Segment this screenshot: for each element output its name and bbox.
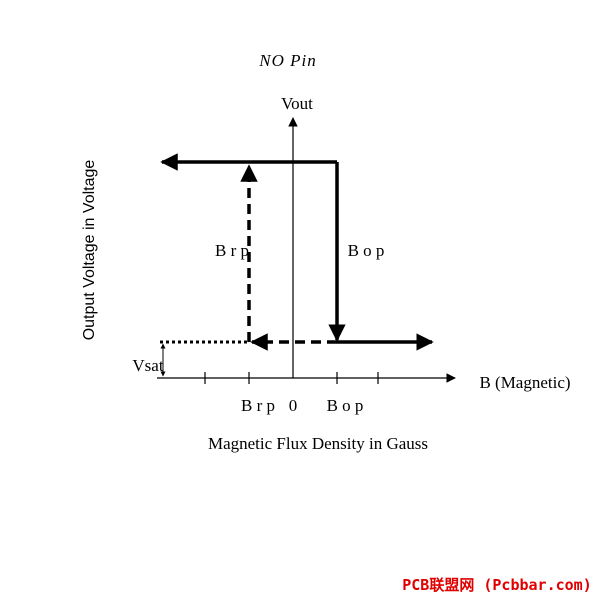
x-axis-title: Magnetic Flux Density in Gauss — [208, 434, 428, 453]
vsat-label: Vsat — [132, 356, 163, 375]
x-tick-label: 0 — [289, 396, 298, 415]
title: NO Pin — [258, 51, 316, 70]
x-axis-label: B (Magnetic) — [479, 373, 570, 392]
watermark: PCB联盟网 (Pcbbar.com) — [402, 576, 592, 594]
y-axis-title: Output Voltage in Voltage — [81, 160, 98, 341]
operate-label: B o p — [348, 241, 385, 260]
y-axis-label: Vout — [281, 94, 313, 113]
release-label: B r p — [215, 241, 249, 260]
x-tick-label: B o p — [327, 396, 364, 415]
x-tick-label: B r p — [241, 396, 275, 415]
x-ticks — [204, 372, 379, 384]
